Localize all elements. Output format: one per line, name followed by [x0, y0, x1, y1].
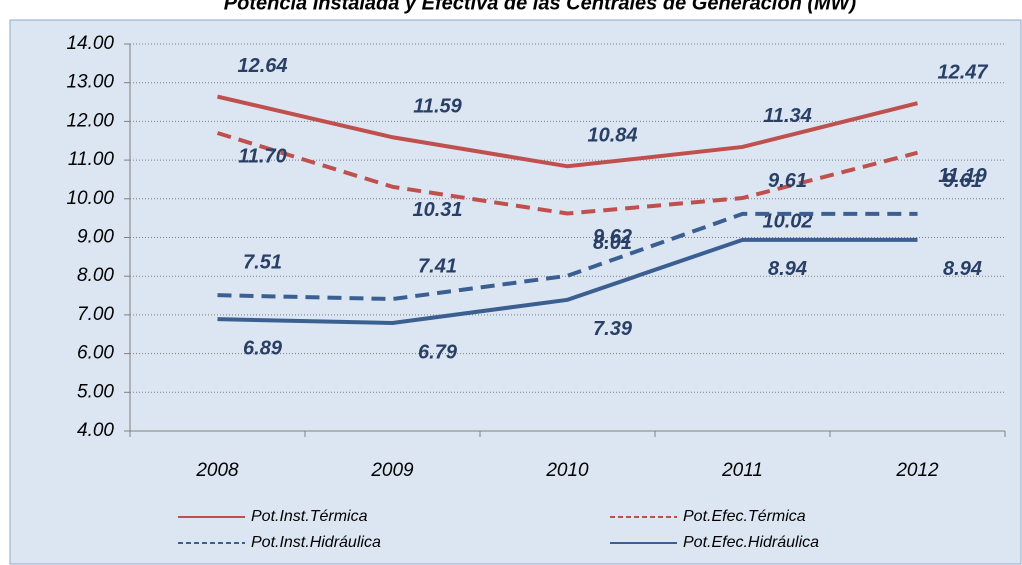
data-label: 6.89 — [243, 337, 283, 359]
legend-label: Pot.Efec.Térmica — [683, 508, 806, 525]
y-tick-label: 10.00 — [66, 188, 114, 209]
data-label: 7.39 — [593, 318, 633, 340]
data-label: 11.19 — [938, 165, 987, 187]
data-label: 12.47 — [937, 61, 988, 83]
data-label: 6.79 — [418, 341, 458, 363]
y-tick-label: 6.00 — [77, 343, 114, 364]
data-label: 12.64 — [237, 55, 287, 77]
data-label: 11.59 — [413, 96, 462, 118]
data-label: 8.01 — [593, 232, 632, 254]
y-tick-label: 8.00 — [77, 265, 114, 286]
x-tick-label: 2012 — [895, 460, 939, 481]
data-label: 9.61 — [943, 170, 982, 192]
legend-label: Pot.Inst.Hidráulica — [251, 534, 381, 551]
data-label: 10.84 — [587, 125, 637, 147]
x-tick-label: 2011 — [721, 460, 763, 481]
y-tick-label: 5.00 — [77, 381, 114, 402]
series-line — [217, 94, 918, 169]
y-tick-label: 12.00 — [66, 110, 114, 131]
y-tick-label: 14.00 — [66, 33, 114, 54]
data-label: 8.94 — [768, 258, 807, 280]
chart-title: Potencia Instalada y Efectiva de las Cen… — [224, 0, 857, 14]
y-tick-label: 11.00 — [68, 149, 115, 170]
series-line — [216, 131, 919, 216]
y-tick-label: 13.00 — [66, 72, 114, 93]
data-label: 10.31 — [412, 199, 462, 221]
x-tick-label: 2008 — [195, 460, 239, 481]
legend-label: Pot.Efec.Hidráulica — [683, 534, 819, 551]
chart-background — [9, 19, 1022, 565]
x-tick-label: 2009 — [370, 460, 414, 481]
series-line — [217, 237, 918, 326]
x-tick-label: 2010 — [545, 460, 589, 481]
data-label: 9.61 — [768, 170, 807, 192]
data-label: 11.70 — [238, 145, 287, 167]
y-tick-label: 7.00 — [77, 304, 114, 325]
data-label: 9.62 — [593, 226, 632, 248]
data-label: 11.34 — [763, 105, 812, 127]
y-tick-label: 9.00 — [77, 227, 114, 248]
series-line — [217, 211, 918, 302]
data-label: 8.94 — [943, 258, 982, 280]
y-tick-label: 4.00 — [77, 420, 114, 441]
legend-label: Pot.Inst.Térmica — [251, 508, 368, 525]
data-label: 7.51 — [243, 251, 282, 273]
data-label: 7.41 — [418, 255, 457, 277]
